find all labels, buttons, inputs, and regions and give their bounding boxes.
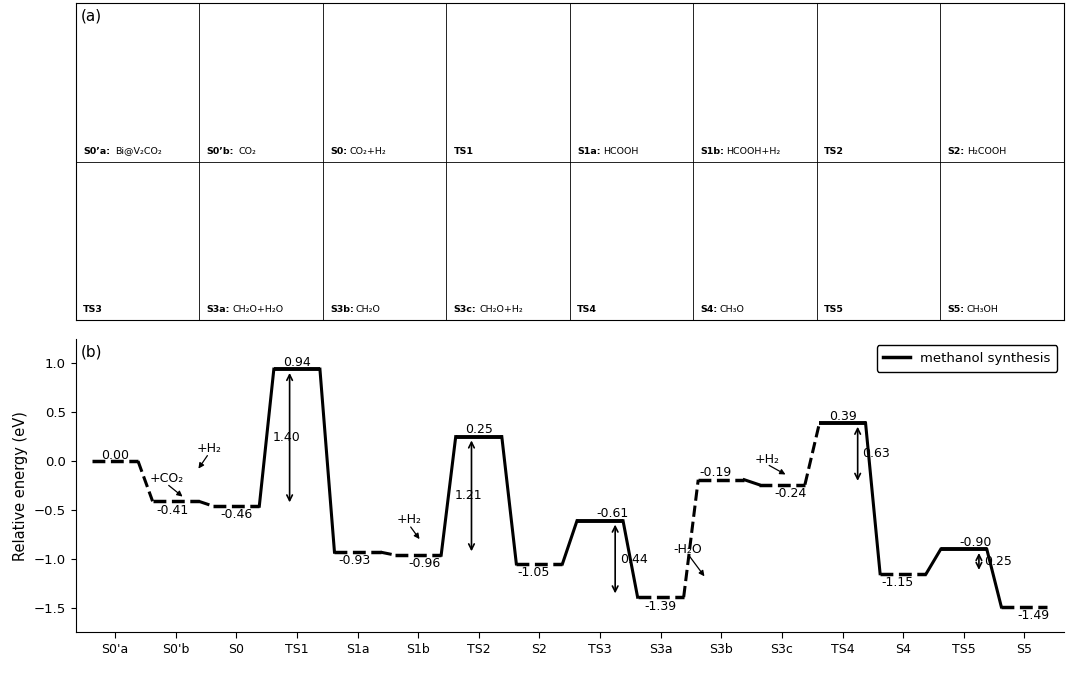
Text: -0.93: -0.93 [338,554,370,567]
Text: 0.94: 0.94 [283,356,311,369]
Text: TS2: TS2 [824,147,845,156]
Legend: methanol synthesis: methanol synthesis [877,345,1057,371]
Text: -1.49: -1.49 [1017,609,1050,622]
Text: S0:: S0: [330,147,347,156]
Text: 0.44: 0.44 [620,553,648,566]
Text: CO₂+H₂: CO₂+H₂ [349,147,386,156]
Text: TS3: TS3 [83,305,103,314]
Text: -0.41: -0.41 [157,504,189,517]
Text: S1a:: S1a: [577,147,600,156]
Text: 1.21: 1.21 [455,490,482,503]
Text: TS5: TS5 [824,305,845,314]
Text: TS4: TS4 [577,305,597,314]
Text: -1.39: -1.39 [645,600,677,613]
Text: S5:: S5: [947,305,964,314]
Text: TS1: TS1 [454,147,474,156]
Text: S0’a:: S0’a: [83,147,110,156]
Text: CH₂O: CH₂O [355,305,380,314]
Text: -1.15: -1.15 [881,576,914,589]
Text: S3c:: S3c: [454,305,476,314]
Text: -0.24: -0.24 [774,487,807,500]
Text: HCOOH+H₂: HCOOH+H₂ [727,147,781,156]
Text: 0.39: 0.39 [828,409,856,422]
Text: Bi@V₂CO₂: Bi@V₂CO₂ [116,147,162,156]
Text: 0.63: 0.63 [863,447,890,460]
Text: 0.00: 0.00 [102,449,129,462]
Text: 0.25: 0.25 [464,424,492,437]
Text: S0’b:: S0’b: [206,147,234,156]
Text: -0.19: -0.19 [699,466,731,479]
Text: CH₃OH: CH₃OH [967,305,999,314]
Text: -1.05: -1.05 [517,566,550,579]
Text: S1b:: S1b: [701,147,725,156]
Text: HCOOH: HCOOH [603,147,638,156]
Text: 0.25: 0.25 [984,555,1012,568]
Text: S4:: S4: [701,305,718,314]
Text: (a): (a) [81,8,102,23]
Text: +CO₂: +CO₂ [149,472,184,486]
Text: -0.61: -0.61 [596,507,629,520]
Text: S3a:: S3a: [206,305,230,314]
Text: +H₂: +H₂ [197,442,221,455]
Text: +H₂: +H₂ [754,453,780,466]
Text: -0.46: -0.46 [220,509,253,522]
Text: -H₂O: -H₂O [674,543,702,556]
Text: CH₃O: CH₃O [720,305,745,314]
Text: CO₂: CO₂ [239,147,257,156]
Text: CH₂O+H₂: CH₂O+H₂ [480,305,523,314]
Y-axis label: Relative energy (eV): Relative energy (eV) [13,411,28,560]
Text: +H₂: +H₂ [396,513,421,526]
Text: -0.90: -0.90 [960,536,993,549]
Text: S3b:: S3b: [330,305,354,314]
Text: 1.40: 1.40 [272,431,300,444]
Text: H₂COOH: H₂COOH [967,147,1007,156]
Text: CH₂O+H₂O: CH₂O+H₂O [232,305,283,314]
Text: -0.96: -0.96 [408,558,441,571]
Text: S2:: S2: [947,147,964,156]
Text: (b): (b) [81,345,102,360]
